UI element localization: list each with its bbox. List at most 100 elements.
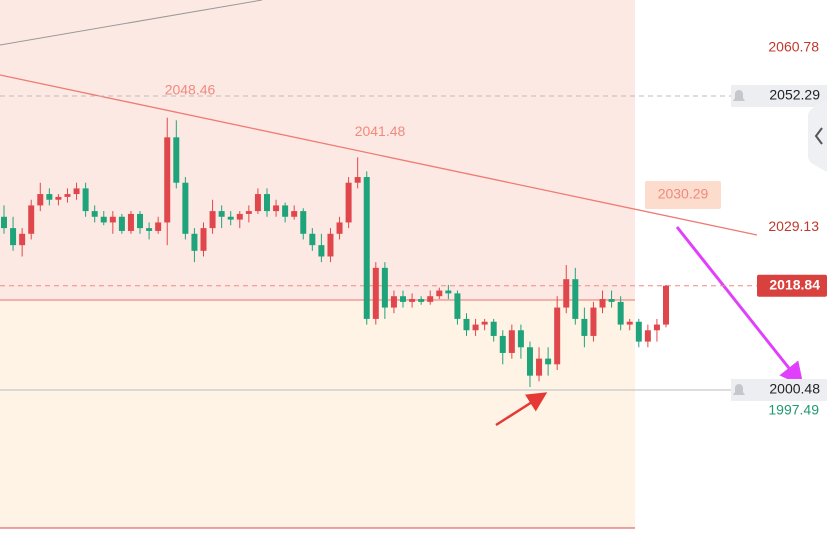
candle-body — [517, 330, 524, 348]
candle-body — [182, 182, 189, 234]
candle-body — [245, 211, 252, 214]
candle-body — [10, 228, 17, 246]
labels: 2060.78 2048.46 2041.48 2030.29 2052.29 2029.… — [165, 38, 827, 418]
candle-body — [427, 296, 434, 302]
candle-body — [327, 233, 334, 257]
candle-body — [273, 205, 280, 212]
candle-body — [118, 216, 125, 231]
candle-body — [400, 296, 407, 302]
candle-body — [381, 267, 388, 308]
candle-body — [173, 137, 180, 183]
candle-body — [236, 213, 243, 220]
price-label: 2052.29 — [769, 87, 820, 103]
candle-body — [409, 299, 416, 302]
candle-body — [354, 177, 361, 183]
collapse-icon — [814, 127, 823, 145]
candle-body — [508, 330, 515, 353]
candle-body — [191, 233, 198, 251]
price-tag — [757, 274, 827, 297]
candle-body — [73, 188, 80, 195]
candle-body — [37, 194, 44, 206]
candle-body — [19, 233, 26, 246]
candle-body — [472, 324, 479, 331]
candle-body — [635, 321, 642, 342]
candle-body — [644, 330, 651, 342]
candle-body — [55, 196, 62, 200]
candle-body — [608, 299, 615, 302]
candle-body — [318, 245, 325, 257]
price-tag — [731, 84, 827, 107]
candle-body — [300, 211, 307, 234]
candle-body — [336, 222, 343, 234]
arrow — [675, 226, 804, 387]
candle-body — [345, 182, 352, 223]
candle-body — [463, 318, 470, 331]
candle-body — [109, 216, 116, 223]
candle-body — [282, 205, 289, 217]
candle-body — [263, 194, 270, 212]
candle-body — [499, 335, 506, 353]
candle-body — [64, 194, 71, 197]
candle-body — [309, 233, 316, 246]
candle-body — [372, 267, 379, 319]
arrow — [495, 392, 548, 427]
price-tag — [731, 378, 827, 401]
candle-body — [572, 279, 579, 319]
candle-body — [481, 321, 488, 325]
candle-body — [46, 194, 53, 200]
price-label: 2000.48 — [769, 381, 820, 397]
candle-body — [536, 358, 543, 376]
candle-body — [563, 279, 570, 308]
candle-body — [554, 307, 561, 365]
candle-body — [626, 321, 633, 325]
candle-body — [91, 211, 98, 217]
annotation: 2030.29 — [658, 186, 709, 202]
annotation: 2041.48 — [355, 123, 406, 139]
candle-body — [137, 213, 144, 229]
candle-body — [599, 299, 606, 308]
candle-body — [155, 222, 162, 231]
candle-body — [617, 301, 624, 325]
price-label: 2018.84 — [769, 276, 820, 292]
bell-icon — [733, 89, 745, 101]
candle-body — [200, 228, 207, 251]
candle-body — [490, 321, 497, 336]
candle-body — [653, 324, 660, 331]
candle-body — [581, 318, 588, 336]
trend-line — [0, 0, 263, 46]
candle-body — [146, 228, 153, 231]
candle-body — [454, 293, 461, 319]
candle-body — [1, 216, 7, 229]
price-label: 1997.49 — [768, 402, 819, 418]
annotation-box — [645, 181, 721, 209]
y-tick-label: 2060.78 — [768, 38, 819, 54]
candle-body — [209, 211, 216, 229]
candle-body — [100, 216, 107, 223]
candle-body — [663, 285, 669, 325]
candle-body — [590, 307, 597, 336]
annotation: 2048.46 — [165, 81, 216, 97]
trend-line — [0, 74, 758, 236]
candle-body — [291, 211, 298, 217]
candle-body — [254, 194, 261, 212]
resistance-zone — [0, 0, 635, 300]
candle-body — [127, 213, 134, 231]
candle-body — [418, 299, 425, 302]
candle-body — [445, 290, 452, 294]
candle-body — [390, 296, 397, 308]
collapse-button[interactable] — [808, 100, 827, 172]
candle-body — [82, 188, 89, 212]
candles — [1, 117, 669, 388]
candle-body — [545, 358, 552, 365]
candle-body — [436, 290, 443, 297]
candle-body — [227, 216, 234, 220]
candle-body — [164, 137, 171, 223]
candle-body — [363, 177, 370, 319]
support-zone — [0, 300, 635, 528]
price-label: 2029.13 — [768, 218, 819, 234]
candle-body — [526, 347, 533, 376]
candle-body — [28, 205, 35, 234]
candle-body — [218, 211, 225, 217]
bell-icon — [733, 383, 745, 395]
